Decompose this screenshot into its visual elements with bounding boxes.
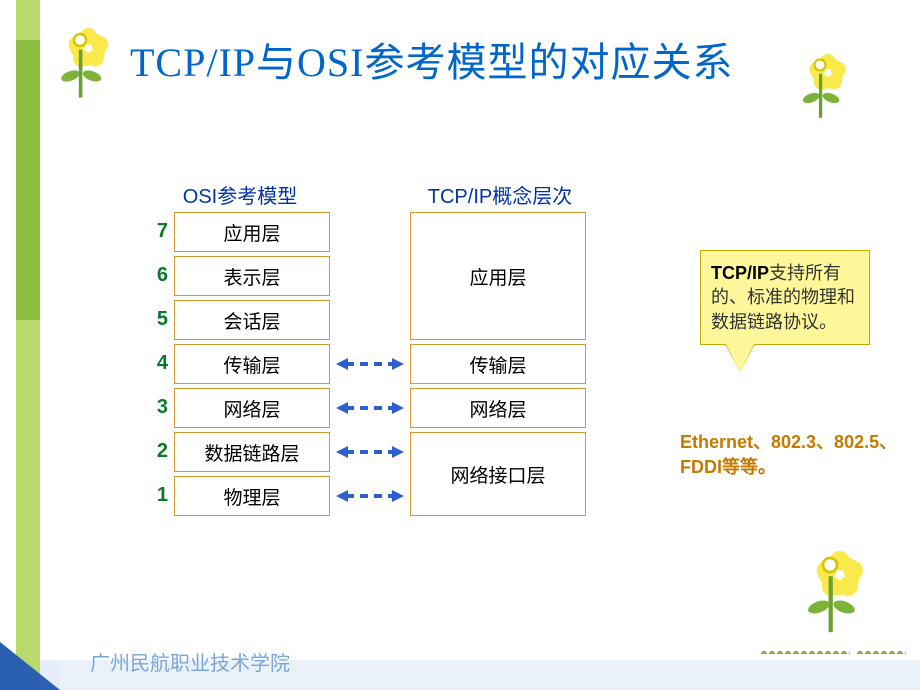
callout-tail-icon [726,344,754,372]
osi-layer-cell: 应用层 [174,212,330,252]
tcp-layer-cell: 应用层 [410,212,586,340]
osi-layer-number: 4 [140,352,168,375]
osi-layer-number: 3 [140,396,168,419]
osi-layer-cell: 网络层 [174,388,330,428]
page-title: TCP/IP与OSI参考模型的对应关系 [130,30,734,88]
osi-layer-number: 7 [140,220,168,243]
callout: TCP/IP支持所有的、标准的物理和数据链路协议。 [700,250,870,372]
osi-layer-cell: 数据链路层 [174,432,330,472]
tcp-header: TCP/IP概念层次 [410,180,590,209]
callout-bold: TCP/IP [711,263,769,283]
osi-layer-number: 2 [140,440,168,463]
double-arrow-icon [336,344,404,384]
osi-layer-cell: 会话层 [174,300,330,340]
double-arrow-icon [336,476,404,516]
tcp-layer-cell: 网络层 [410,388,586,428]
footer: 广州民航职业技术学院 [0,642,920,690]
osi-layer-number: 5 [140,308,168,331]
osi-layer-cell: 传输层 [174,344,330,384]
osi-layer-cell: 物理层 [174,476,330,516]
osi-layer-cell: 表示层 [174,256,330,296]
tcp-layer-cell: 网络接口层 [410,432,586,516]
double-arrow-icon [336,388,404,428]
tcp-layer-cell: 传输层 [410,344,586,384]
osi-header: OSI参考模型 [150,180,330,209]
decor-stripe [16,0,40,690]
callout-box: TCP/IP支持所有的、标准的物理和数据链路协议。 [700,250,870,345]
osi-layer-number: 1 [140,484,168,507]
osi-layer-number: 6 [140,264,168,287]
footer-text: 广州民航职业技术学院 [90,647,290,676]
double-arrow-icon [336,432,404,472]
extra-text: Ethernet、802.3、802.5、FDDI等等。 [680,430,900,480]
